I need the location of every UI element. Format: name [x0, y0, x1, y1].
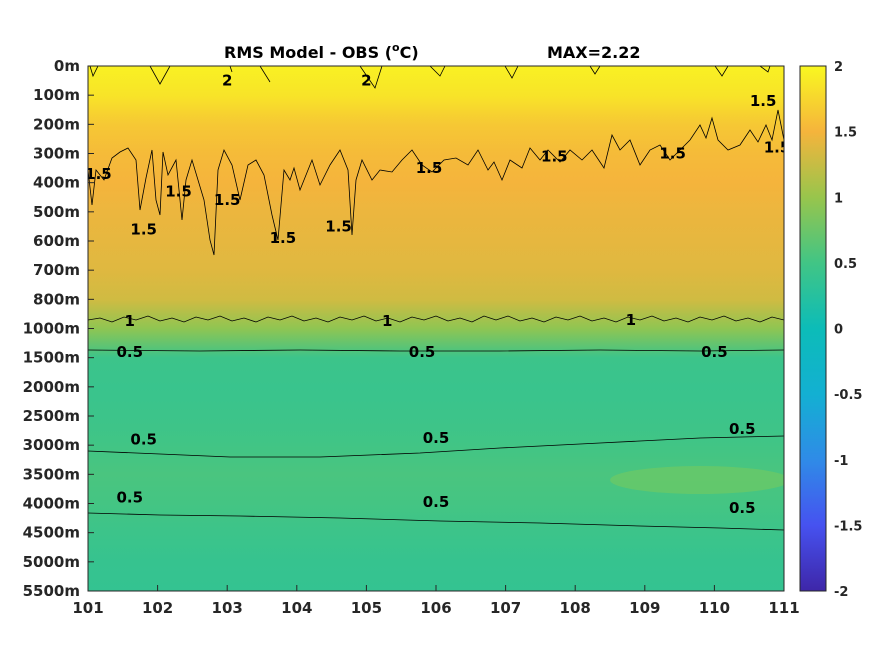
contour-0_5b [88, 435, 784, 458]
contour-label: 1 [626, 311, 636, 329]
y-tick-label: 800m [33, 290, 80, 308]
contour-label: 1.5 [214, 191, 241, 209]
contour-label: 1 [125, 312, 135, 330]
y-tick-label: 400m [33, 174, 80, 192]
contour-label: 1.5 [764, 139, 791, 157]
colorbar-ticks: 2 1.5 1 0.5 0 -0.5 -1 -1.5 -2 [834, 60, 862, 600]
colorbar-tick-label: 2 [834, 60, 843, 75]
contour-label: 0.5 [729, 420, 756, 438]
y-tick-label: 500m [33, 203, 80, 221]
contour-label: 0.5 [116, 343, 143, 361]
x-tick-label: 107 [490, 599, 521, 617]
colorbar-tick-label: 1.5 [834, 126, 857, 141]
colorbar-tick-label: 0.5 [834, 257, 857, 272]
colorbar-tick-label: -1 [834, 454, 848, 469]
y-tick-label: 4500m [23, 524, 80, 542]
title-unit-superscript: o [392, 41, 400, 54]
y-tick-label: 0m [54, 57, 80, 75]
y-tick-label: 100m [33, 86, 80, 104]
x-tick-label: 108 [560, 599, 591, 617]
contour-label: 1.5 [659, 145, 686, 163]
y-tick-label: 200m [33, 115, 80, 133]
contour-label: 1.5 [270, 229, 297, 247]
contour-label: 1 [382, 312, 392, 330]
colorbar [799, 65, 827, 592]
y-tick-label: 300m [33, 145, 80, 163]
y-axis: 0m 100m 200m 300m 400m 500m 600m 700m 800m 1000m 1… [23, 57, 94, 600]
contour-label: 0.5 [409, 343, 436, 361]
y-tick-label: 700m [33, 261, 80, 279]
colorbar-tick-label: -2 [834, 585, 848, 600]
title-unit-suffix: C) [400, 43, 419, 62]
x-tick-label: 105 [351, 599, 382, 617]
colorbar-tick-label: 0 [834, 323, 843, 338]
colorbar-tick-label: 1 [834, 191, 843, 206]
contour-label: 1.5 [541, 147, 568, 165]
y-tick-label: 1000m [23, 320, 80, 338]
y-tick-label: 5500m [23, 582, 80, 600]
x-tick-label: 110 [699, 599, 730, 617]
contour-0_5a [88, 349, 784, 352]
contour-label: 1.5 [416, 159, 443, 177]
y-tick-label: 2000m [23, 378, 80, 396]
x-tick-label: 103 [212, 599, 243, 617]
svg-text:RMS Model - OBS (oC): RMS Model - OBS (oC) [224, 41, 419, 62]
y-tick-label: 600m [33, 232, 80, 250]
x-tick-label: 104 [281, 599, 312, 617]
contour-label: 2 [222, 72, 232, 90]
y-tick-label: 1500m [23, 349, 80, 367]
x-tick-label: 106 [420, 599, 451, 617]
y-tick-label: 4000m [23, 495, 80, 513]
field-fill [88, 66, 784, 591]
contour-2 [89, 66, 771, 89]
contour-label: 1.5 [325, 217, 352, 235]
colorbar-tick-label: -1.5 [834, 519, 862, 534]
contour-1 [88, 315, 784, 323]
contour-label: 0.5 [423, 493, 450, 511]
y-tick-label: 2500m [23, 407, 80, 425]
plot-area: 2 2 1.5 1.5 1.5 1.5 1.5 1.5 1.5 1.5 1.5 1.5 1.5 1 1 1 0.… [85, 66, 791, 591]
contour-labels: 2 2 1.5 1.5 1.5 1.5 1.5 1.5 1.5 1.5 1.5 1.5 1.5 1 1 1 0.… [85, 72, 791, 517]
contour-label: 0.5 [729, 499, 756, 517]
contour-label: 0.5 [130, 430, 157, 448]
y-tick-label: 3500m [23, 465, 80, 483]
contour-label: 0.5 [423, 429, 450, 447]
contour-label: 1.5 [85, 165, 112, 183]
x-tick-label: 102 [142, 599, 173, 617]
contour-0_5c [88, 512, 784, 531]
contour-label: 0.5 [701, 343, 728, 361]
title-text: RMS Model - OBS ( [224, 43, 392, 62]
x-tick-label: 111 [768, 599, 799, 617]
contour-label: 1.5 [130, 220, 157, 238]
x-tick-label: 109 [629, 599, 660, 617]
y-tick-label: 5000m [23, 553, 80, 571]
contour-label: 1.5 [750, 92, 777, 110]
x-axis: 101 102 103 104 105 106 107 108 109 110 111 [72, 585, 800, 617]
contour-label: 0.5 [116, 489, 143, 507]
contour-lines [88, 66, 784, 531]
contour-1_5 [88, 109, 784, 256]
max-label: MAX=2.22 [547, 43, 641, 62]
x-tick-label: 101 [72, 599, 103, 617]
y-tick-label: 3000m [23, 436, 80, 454]
colorbar-tick-label: -0.5 [834, 388, 862, 403]
chart-title: RMS Model - OBS (oC) MAX=2.22 [224, 41, 641, 62]
contour-label: 1.5 [165, 182, 192, 200]
contour-label: 2 [361, 72, 371, 90]
field-patch [610, 466, 784, 494]
